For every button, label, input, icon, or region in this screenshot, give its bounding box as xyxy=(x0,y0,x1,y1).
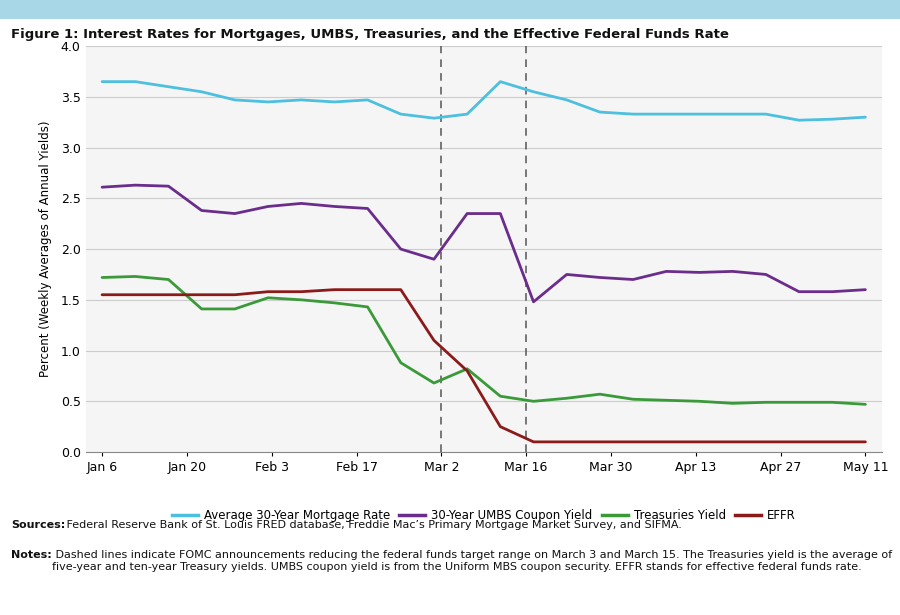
Y-axis label: Percent (Weekly Averages of Annual Yields): Percent (Weekly Averages of Annual Yield… xyxy=(40,121,52,378)
Text: Sources:: Sources: xyxy=(11,520,65,530)
Legend: Average 30-Year Mortgage Rate, 30-Year UMBS Coupon Yield, Treasuries Yield, EFFR: Average 30-Year Mortgage Rate, 30-Year U… xyxy=(166,504,801,527)
Text: Dashed lines indicate FOMC announcements reducing the federal funds target range: Dashed lines indicate FOMC announcements… xyxy=(52,550,892,572)
Text: Figure 1: Interest Rates for Mortgages, UMBS, Treasuries, and the Effective Fede: Figure 1: Interest Rates for Mortgages, … xyxy=(11,28,729,41)
Text: Federal Reserve Bank of St. Louis FRED database, Freddie Mac’s Primary Mortgage : Federal Reserve Bank of St. Louis FRED d… xyxy=(63,520,682,530)
Text: Notes:: Notes: xyxy=(11,550,51,560)
